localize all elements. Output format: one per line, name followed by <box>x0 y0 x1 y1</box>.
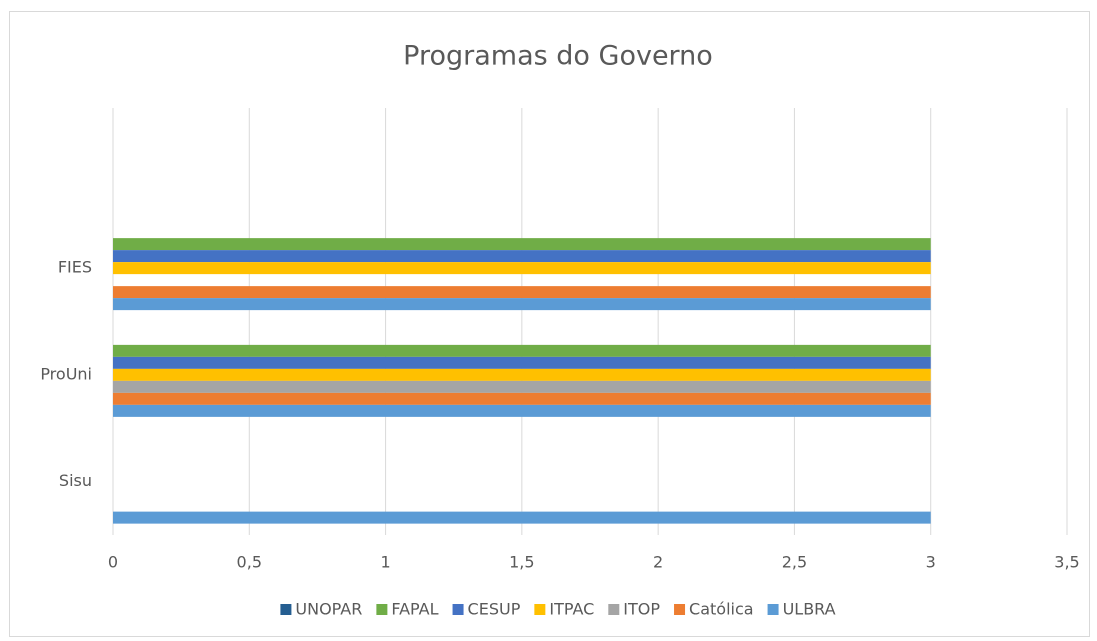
x-tick-label: 3 <box>926 553 936 572</box>
legend-label: ULBRA <box>783 600 836 619</box>
bar <box>113 250 931 263</box>
bar <box>113 262 931 275</box>
legend-label: CESUP <box>468 600 521 619</box>
legend-swatch <box>452 604 464 615</box>
bar <box>113 298 931 311</box>
chart-title: Programas do Governo <box>403 41 713 72</box>
x-tick-label: 0,5 <box>237 553 262 572</box>
bar <box>113 380 931 393</box>
legend-swatch <box>767 604 779 615</box>
legend-swatch <box>280 604 292 615</box>
bar <box>113 511 931 524</box>
legend-label: ITPAC <box>549 600 594 619</box>
x-tick-label: 3,5 <box>1054 553 1079 572</box>
legend-swatch <box>608 604 620 615</box>
legend-label: ITOP <box>623 600 660 619</box>
bar <box>113 238 931 251</box>
bar <box>113 392 931 405</box>
y-tick-label: Sisu <box>59 471 92 490</box>
x-tick-label: 2 <box>653 553 663 572</box>
y-tick-label: FIES <box>58 258 92 277</box>
bar <box>113 404 931 417</box>
legend-swatch <box>376 604 388 615</box>
bar <box>113 356 931 369</box>
x-tick-label: 2,5 <box>782 553 807 572</box>
legend-label: FAPAL <box>391 600 438 619</box>
x-tick-label: 1 <box>380 553 390 572</box>
legend-label: UNOPAR <box>295 600 362 619</box>
legend-label: Católica <box>689 600 754 619</box>
y-tick-label: ProUni <box>40 364 92 383</box>
legend-swatch <box>534 604 546 615</box>
x-tick-label: 0 <box>108 553 118 572</box>
chart-border <box>9 11 1090 637</box>
bar <box>113 344 931 357</box>
x-tick-label: 1,5 <box>509 553 534 572</box>
bar <box>113 286 931 299</box>
bar <box>113 368 931 381</box>
legend-swatch <box>674 604 686 615</box>
